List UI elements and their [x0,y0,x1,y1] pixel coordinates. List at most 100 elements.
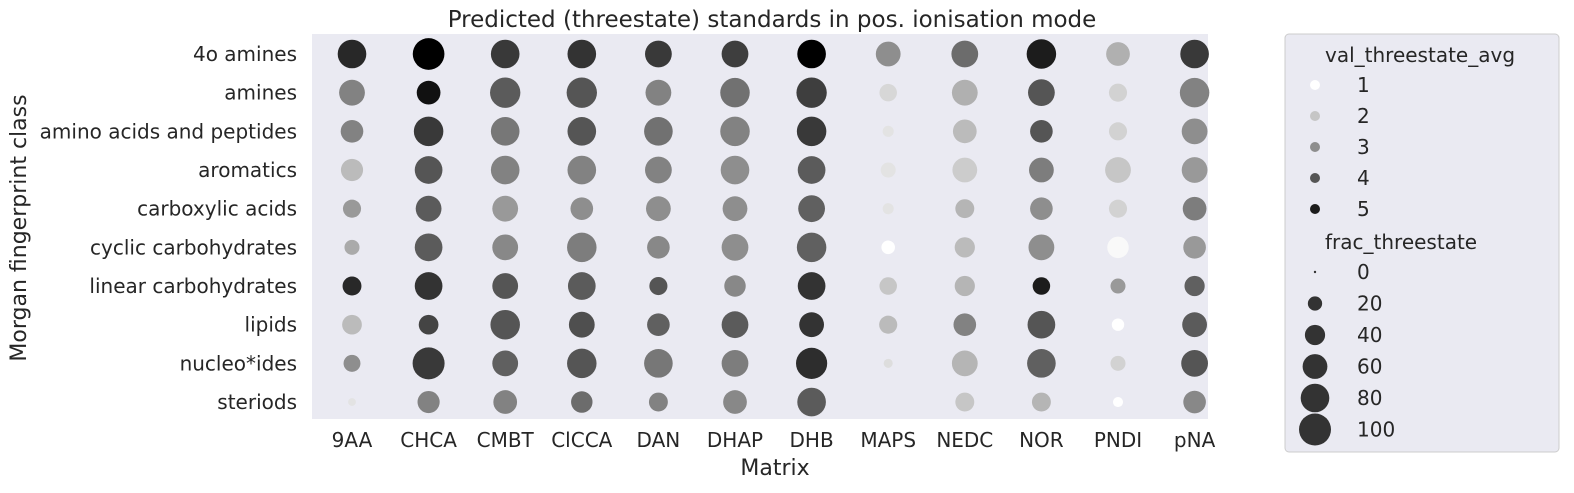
legend-color-label: 5 [1357,197,1370,221]
point-dhb-steriods [797,387,826,417]
legend-size-label: 100 [1357,418,1395,442]
point-chca-nucleo-ides [412,347,445,380]
legend-size-label: 20 [1357,292,1382,316]
point-clcca-amino-acids-and-peptides [567,117,597,146]
point-dhb-amines [796,77,827,108]
point-dhap-amino-acids-and-peptides [720,116,750,147]
point-9aa-nucleo-ides [343,354,361,372]
y-axis-label: Morgan fingerprint class [7,94,32,361]
y-tick-label: lipids [245,313,297,337]
point-chca-aromatics [414,156,443,184]
legend-size-swatch [1307,296,1323,311]
point-chca-amines [416,80,441,105]
point-9aa-steriods [348,398,356,406]
point-maps-amines [879,83,897,102]
point-cmbt-4o-amines [490,39,520,69]
y-tick-label: carboxylic acids [137,197,297,221]
point-cmbt-steriods [493,390,518,414]
point-chca-cyclic-carbohydrates [414,233,443,262]
legend-color-swatch [1310,173,1320,183]
point-pna-cyclic-carbohydrates [1183,236,1206,259]
point-dhap-steriods [723,390,747,414]
point-clcca-cyclic-carbohydrates [567,232,597,263]
legend-color-label: 1 [1357,73,1370,97]
point-nedc-4o-amines [951,40,979,68]
point-cmbt-cyclic-carbohydrates [492,234,519,261]
point-clcca-aromatics [567,155,597,185]
point-maps-aromatics [880,162,896,178]
legend-size-label: 60 [1357,355,1382,379]
point-pndi-carboxylic-acids [1108,199,1128,218]
point-pndi-lipids [1111,318,1125,331]
legend-color-label: 3 [1357,135,1370,159]
y-tick-label: amino acids and peptides [40,119,297,143]
legend-size-title: frac_threestate [1325,230,1477,254]
x-tick-label: DHAP [707,428,763,452]
point-nedc-cyclic-carbohydrates [954,237,975,258]
point-nor-amino-acids-and-peptides [1030,120,1053,143]
point-dhap-nucleo-ides [721,349,749,377]
point-dhap-cyclic-carbohydrates [721,233,749,261]
y-tick-label: linear carbohydrates [89,274,297,298]
point-cmbt-linear-carbohydrates [492,273,519,299]
y-tick-label: 4o amines [193,42,297,66]
point-dan-lipids [647,313,670,337]
point-dan-cyclic-carbohydrates [647,236,670,259]
legend-color-title: val_threestate_avg [1325,43,1515,67]
point-clcca-linear-carbohydrates [567,272,596,300]
point-pna-amines [1179,77,1210,108]
point-nor-lipids [1027,310,1056,339]
point-nedc-nucleo-ides [951,350,978,377]
point-dhap-amines [720,77,750,108]
point-dhb-nucleo-ides [796,347,828,379]
point-maps-carboxylic-acids [882,203,894,215]
legend-color-entries: 1 2 3 4 5 [1310,73,1370,221]
point-dhb-lipids [799,312,824,338]
legend-size-label: 0 [1357,260,1370,284]
legend-size-swatch [1300,383,1330,413]
legend-color-label: 2 [1357,104,1370,128]
point-clcca-steriods [571,391,593,413]
legend-size-label: 80 [1357,386,1382,410]
point-pna-4o-amines [1180,39,1209,69]
point-nedc-amines [951,79,978,106]
point-dan-steriods [648,392,668,412]
point-nor-carboxylic-acids [1030,197,1053,220]
legend-frame [1284,33,1560,453]
x-tick-label: DHB [790,428,834,452]
x-tick-label: pNA [1174,428,1216,452]
legend-size-swatch [1302,354,1328,379]
point-cmbt-aromatics [490,155,520,185]
y-tick-label: nucleo*ides [180,351,297,375]
point-pndi-linear-carbohydrates [1110,278,1126,294]
legend-color-swatch [1310,142,1320,152]
point-maps-lipids [879,315,898,334]
legend-size-entries: 0 20 40 60 80 100 [1299,260,1395,446]
point-pndi-4o-amines [1106,42,1130,66]
legend-color-swatch [1310,111,1320,121]
point-chca-4o-amines [412,38,445,70]
point-pna-amino-acids-and-peptides [1181,118,1208,145]
x-tick-label: 9AA [332,428,373,452]
point-cmbt-amines [490,77,521,108]
point-pndi-aromatics [1105,157,1131,183]
point-nedc-carboxylic-acids [955,199,975,219]
point-nor-4o-amines [1026,39,1057,69]
point-dan-amines [645,79,672,106]
point-dan-4o-amines [645,40,672,68]
x-tick-label: CMBT [477,428,535,452]
point-dhap-4o-amines [721,40,749,68]
point-cmbt-nucleo-ides [492,350,519,377]
point-dhap-carboxylic-acids [722,196,748,222]
point-dan-nucleo-ides [644,349,673,378]
point-maps-linear-carbohydrates [879,277,897,295]
point-nor-nucleo-ides [1027,349,1056,378]
point-pna-linear-carbohydrates [1184,275,1205,297]
point-cmbt-lipids [490,309,520,340]
point-dhb-carboxylic-acids [798,195,825,223]
x-tick-label: CHCA [400,428,457,452]
point-clcca-nucleo-ides [567,348,597,379]
point-pndi-amines [1108,83,1128,102]
point-dhb-cyclic-carbohydrates [796,232,827,263]
